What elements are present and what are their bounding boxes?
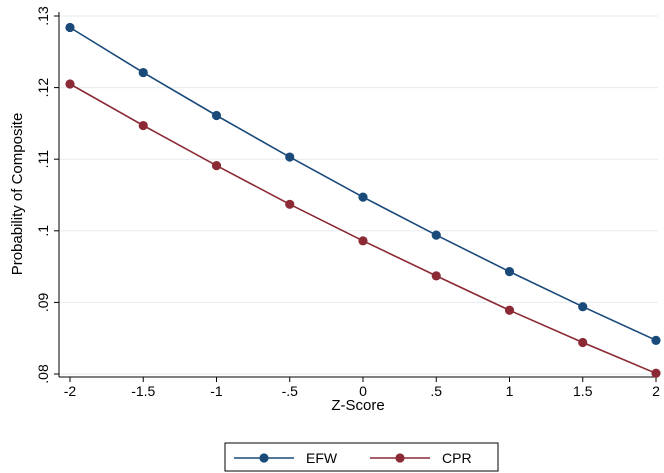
data-point-cpr xyxy=(504,305,515,315)
data-point-efw xyxy=(65,22,75,33)
x-tick-label: 1.5 xyxy=(573,383,593,399)
legend-item-cpr: CPR xyxy=(370,450,472,466)
legend-box xyxy=(224,442,499,472)
data-point-efw xyxy=(211,110,222,121)
data-point-efw xyxy=(285,152,295,162)
data-point-cpr xyxy=(358,236,368,246)
data-point-efw xyxy=(651,335,661,345)
data-point-efw xyxy=(138,67,148,78)
series-efw xyxy=(65,22,661,345)
series-layer xyxy=(65,22,661,378)
data-point-cpr xyxy=(578,337,588,348)
data-point-efw xyxy=(504,267,515,277)
data-point-cpr xyxy=(65,79,75,89)
legend-label-cpr: CPR xyxy=(442,450,472,466)
data-point-efw xyxy=(578,302,588,312)
legend-items: EFW CPR xyxy=(234,450,472,466)
data-point-efw xyxy=(431,230,441,240)
data-point-cpr xyxy=(431,271,441,281)
y-axis-ticks: .08 .09 .1 .11 .12 .13 xyxy=(35,6,59,384)
y-tick-label: .1 xyxy=(35,225,51,237)
y-tick-label: .09 xyxy=(35,292,51,312)
data-point-efw xyxy=(358,192,368,202)
y-tick-label: .12 xyxy=(35,78,51,98)
x-tick-label: 2 xyxy=(652,383,660,399)
y-axis-title: Probability of Composite xyxy=(9,113,26,276)
x-tick-label: -1 xyxy=(210,383,223,399)
series-cpr xyxy=(65,79,661,378)
legend-marker-cpr xyxy=(395,453,405,463)
x-axis-title: Z-Score xyxy=(331,397,384,414)
x-tick-label: 1 xyxy=(506,383,514,399)
y-tick-label: .13 xyxy=(35,6,51,26)
legend: EFW CPR xyxy=(224,442,499,472)
data-point-cpr xyxy=(138,120,148,131)
x-tick-label: 0 xyxy=(359,383,367,399)
x-tick-label: -1.5 xyxy=(131,383,155,399)
y-tick-label: .11 xyxy=(35,150,51,169)
legend-label-efw: EFW xyxy=(306,450,338,466)
legend-marker-efw xyxy=(259,453,269,463)
data-point-cpr xyxy=(285,199,295,209)
y-tick-label: .08 xyxy=(35,364,51,384)
x-tick-label: .5 xyxy=(430,383,442,399)
legend-item-efw: EFW xyxy=(234,450,338,466)
data-point-cpr xyxy=(211,161,222,171)
x-tick-label: -.5 xyxy=(282,383,299,399)
axes xyxy=(58,12,658,378)
x-tick-label: -2 xyxy=(64,383,77,399)
data-point-cpr xyxy=(651,368,661,378)
gridlines xyxy=(60,15,658,375)
x-axis-ticks: -2 -1.5 -1 -.5 0 .5 1 1.5 2 xyxy=(64,377,660,399)
